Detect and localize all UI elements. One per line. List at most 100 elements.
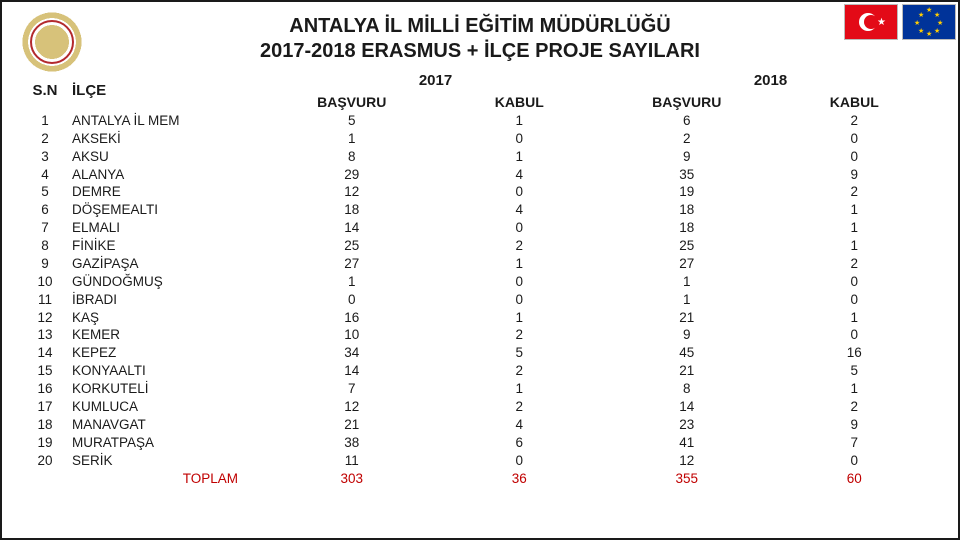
data-table: S.N İLÇE 2017 2018 BAŞVURU KABUL BAŞVURU… (22, 70, 938, 489)
table-row: 4ALANYA294359 (22, 165, 938, 183)
cell-ilce: ELMALI (68, 219, 268, 237)
cell-k18: 9 (771, 165, 939, 183)
header-kabul-2017: KABUL (436, 91, 604, 111)
table-row: 7ELMALI140181 (22, 219, 938, 237)
cell-b17: 16 (268, 308, 436, 326)
cell-b18: 9 (603, 326, 771, 344)
cell-ilce: DEMRE (68, 183, 268, 201)
cell-ilce: KORKUTELİ (68, 380, 268, 398)
header-basvuru-2017: BAŞVURU (268, 91, 436, 111)
cell-b18: 1 (603, 291, 771, 309)
flags-container: ★ ★★ ★★ ★★ ★★ (844, 4, 956, 40)
cell-b17: 12 (268, 183, 436, 201)
header-basvuru-2018: BAŞVURU (603, 91, 771, 111)
cell-k18: 2 (771, 255, 939, 273)
cell-b17: 8 (268, 148, 436, 166)
cell-sn: 13 (22, 326, 68, 344)
cell-b18: 19 (603, 183, 771, 201)
cell-b18: 6 (603, 112, 771, 130)
cell-ilce: İBRADI (68, 291, 268, 309)
cell-k17: 2 (436, 398, 604, 416)
cell-ilce: ALANYA (68, 165, 268, 183)
cell-b18: 12 (603, 451, 771, 469)
cell-k18: 0 (771, 326, 939, 344)
cell-k18: 1 (771, 237, 939, 255)
cell-ilce: GÜNDOĞMUŞ (68, 273, 268, 291)
cell-sn: 11 (22, 291, 68, 309)
cell-ilce: AKSU (68, 148, 268, 166)
cell-b17: 0 (268, 291, 436, 309)
cell-k18: 1 (771, 201, 939, 219)
cell-sn: 20 (22, 451, 68, 469)
meb-logo-inner (30, 20, 74, 64)
cell-ilce: MURATPAŞA (68, 434, 268, 452)
cell-k17: 1 (436, 148, 604, 166)
cell-k18: 1 (771, 219, 939, 237)
cell-sn: 7 (22, 219, 68, 237)
cell-b17: 38 (268, 434, 436, 452)
cell-k18: 2 (771, 398, 939, 416)
cell-ilce: KONYAALTI (68, 362, 268, 380)
meb-logo (8, 6, 96, 78)
cell-b17: 12 (268, 398, 436, 416)
cell-ilce: MANAVGAT (68, 416, 268, 434)
table-row: 5DEMRE120192 (22, 183, 938, 201)
table-row: 12KAŞ161211 (22, 308, 938, 326)
totals-label: TOPLAM (68, 469, 268, 488)
cell-b17: 14 (268, 362, 436, 380)
table-row: 18MANAVGAT214239 (22, 416, 938, 434)
cell-k18: 0 (771, 451, 939, 469)
cell-ilce: KAŞ (68, 308, 268, 326)
cell-b17: 10 (268, 326, 436, 344)
cell-b18: 21 (603, 362, 771, 380)
totals-b18: 355 (603, 469, 771, 488)
cell-b18: 1 (603, 273, 771, 291)
table-row: 8FİNİKE252251 (22, 237, 938, 255)
cell-b17: 1 (268, 273, 436, 291)
slide-page: ★ ★★ ★★ ★★ ★★ ANTALYA İL MİLLİ EĞİTİM MÜ… (0, 0, 960, 540)
table-row: 15KONYAALTI142215 (22, 362, 938, 380)
table-body: 1ANTALYA İL MEM51622AKSEKİ10203AKSU81904… (22, 112, 938, 470)
cell-k18: 2 (771, 183, 939, 201)
cell-k17: 2 (436, 237, 604, 255)
header-kabul-2018: KABUL (771, 91, 939, 111)
cell-k18: 1 (771, 308, 939, 326)
cell-b18: 41 (603, 434, 771, 452)
cell-sn: 17 (22, 398, 68, 416)
cell-k18: 16 (771, 344, 939, 362)
table-row: 14KEPEZ3454516 (22, 344, 938, 362)
cell-ilce: AKSEKİ (68, 130, 268, 148)
cell-k17: 2 (436, 326, 604, 344)
cell-b17: 21 (268, 416, 436, 434)
cell-k17: 4 (436, 165, 604, 183)
cell-b18: 2 (603, 130, 771, 148)
cell-k18: 0 (771, 130, 939, 148)
cell-sn: 19 (22, 434, 68, 452)
table-row: 17KUMLUCA122142 (22, 398, 938, 416)
cell-k17: 0 (436, 183, 604, 201)
cell-b18: 18 (603, 201, 771, 219)
table-header-years: S.N İLÇE 2017 2018 (22, 70, 938, 91)
cell-b18: 21 (603, 308, 771, 326)
cell-k17: 5 (436, 344, 604, 362)
cell-b18: 14 (603, 398, 771, 416)
cell-k17: 0 (436, 273, 604, 291)
cell-b18: 18 (603, 219, 771, 237)
cell-k17: 6 (436, 434, 604, 452)
cell-k18: 5 (771, 362, 939, 380)
cell-sn: 9 (22, 255, 68, 273)
cell-b17: 7 (268, 380, 436, 398)
cell-b18: 45 (603, 344, 771, 362)
cell-b17: 18 (268, 201, 436, 219)
cell-ilce: DÖŞEMEALTI (68, 201, 268, 219)
cell-k17: 1 (436, 255, 604, 273)
totals-k17: 36 (436, 469, 604, 488)
cell-b18: 35 (603, 165, 771, 183)
table-row: 1ANTALYA İL MEM5162 (22, 112, 938, 130)
cell-b18: 27 (603, 255, 771, 273)
cell-b17: 27 (268, 255, 436, 273)
table-row: 10GÜNDOĞMUŞ1010 (22, 273, 938, 291)
cell-k17: 4 (436, 201, 604, 219)
cell-k17: 0 (436, 291, 604, 309)
table-row: 11İBRADI0010 (22, 291, 938, 309)
